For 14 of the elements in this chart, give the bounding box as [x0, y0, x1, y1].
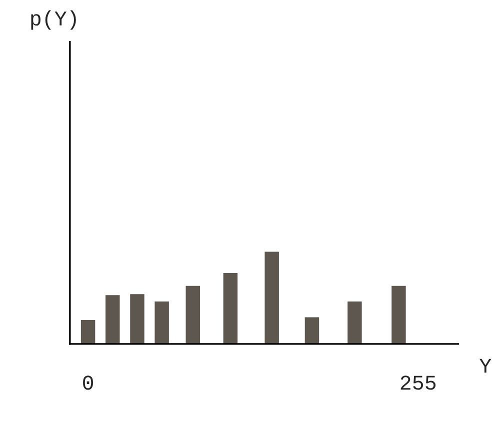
bar [186, 286, 200, 344]
text: p(Y) [31, 10, 76, 30]
bar [392, 286, 406, 344]
bar [130, 294, 144, 344]
bar [223, 273, 238, 344]
bar [304, 317, 320, 344]
bar [80, 320, 96, 344]
bar [106, 295, 120, 344]
x-tick-label: 0 [83, 376, 94, 390]
x-axis-title: Y [480, 358, 492, 373]
bar [154, 302, 169, 344]
bar [348, 302, 362, 344]
bar [264, 252, 279, 344]
x-tick-label: 255 [400, 376, 436, 390]
